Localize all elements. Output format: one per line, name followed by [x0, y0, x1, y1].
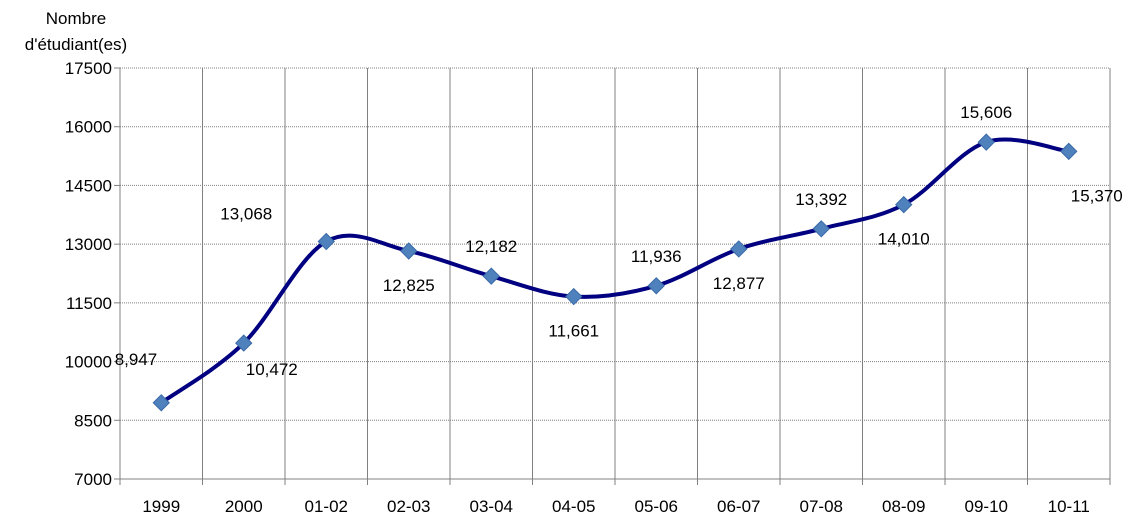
data-label: 13,392 [795, 190, 847, 209]
x-tick-label: 05-06 [635, 497, 678, 516]
y-tick-label: 11500 [66, 294, 112, 313]
x-tick-label: 01-02 [305, 497, 348, 516]
x-tick-label: 09-10 [965, 497, 1008, 516]
y-axis-title: Nombre d'étudiant(es) [25, 9, 127, 54]
data-label: 11,661 [548, 322, 599, 341]
data-label: 8,947 [115, 350, 158, 369]
x-tick-labels: 1999 2000 01-02 02-03 03-04 04-05 05-06 06-07 07… [142, 497, 1090, 516]
data-label: 11,936 [631, 247, 682, 266]
x-tick-label: 03-04 [470, 497, 513, 516]
data-label: 10,472 [246, 360, 298, 379]
x-tick-label: 06-07 [717, 497, 760, 516]
y-tick-labels: 7000 8500 10000 11500 13000 14500 16000 17500 [65, 59, 112, 489]
data-label: 15,370 [1071, 186, 1123, 205]
data-point-marker [647, 277, 665, 295]
data-label: 14,010 [878, 230, 930, 249]
axes [114, 67, 1111, 485]
y-axis-title-line-1: Nombre [46, 9, 106, 28]
data-point-marker [400, 242, 418, 260]
data-point-marker [730, 240, 748, 258]
y-tick-label: 14500 [65, 176, 112, 195]
x-tick-label: 02-03 [387, 497, 430, 516]
data-point-marker [895, 195, 913, 214]
data-markers [152, 133, 1078, 412]
x-tick-label: 07-08 [800, 497, 843, 516]
data-point-marker [812, 220, 830, 238]
data-point-marker [565, 287, 583, 306]
data-label: 13,068 [220, 204, 272, 223]
gridlines [120, 67, 1111, 479]
series-line [159, 137, 1071, 405]
data-label: 12,825 [383, 276, 435, 295]
data-point-marker [977, 133, 995, 151]
data-label: 15,606 [960, 103, 1012, 122]
y-tick-label: 16000 [65, 118, 112, 137]
x-tick-label: 04-05 [552, 497, 595, 516]
data-point-marker [317, 232, 335, 251]
x-tick-label: 10-11 [1048, 497, 1090, 516]
data-labels: 8,947 10,472 13,068 12,825 12,182 11,661 11,93… [115, 103, 1123, 379]
y-axis-title-line-2: d'étudiant(es) [25, 35, 127, 54]
y-tick-label: 13000 [65, 235, 112, 254]
data-point-marker [482, 267, 500, 285]
data-point-marker [1060, 142, 1078, 161]
x-tick-label: 2000 [225, 497, 263, 516]
x-tick-label: 08-09 [882, 497, 925, 516]
y-tick-label: 7000 [74, 470, 112, 489]
x-tick-label: 1999 [142, 497, 180, 516]
data-point-marker [235, 334, 253, 352]
y-tick-label: 8500 [74, 411, 112, 430]
data-point-marker [152, 394, 170, 412]
data-label: 12,182 [465, 237, 517, 256]
y-tick-label: 10000 [65, 353, 112, 372]
y-tick-label: 17500 [65, 59, 112, 78]
data-label: 12,877 [713, 274, 765, 293]
